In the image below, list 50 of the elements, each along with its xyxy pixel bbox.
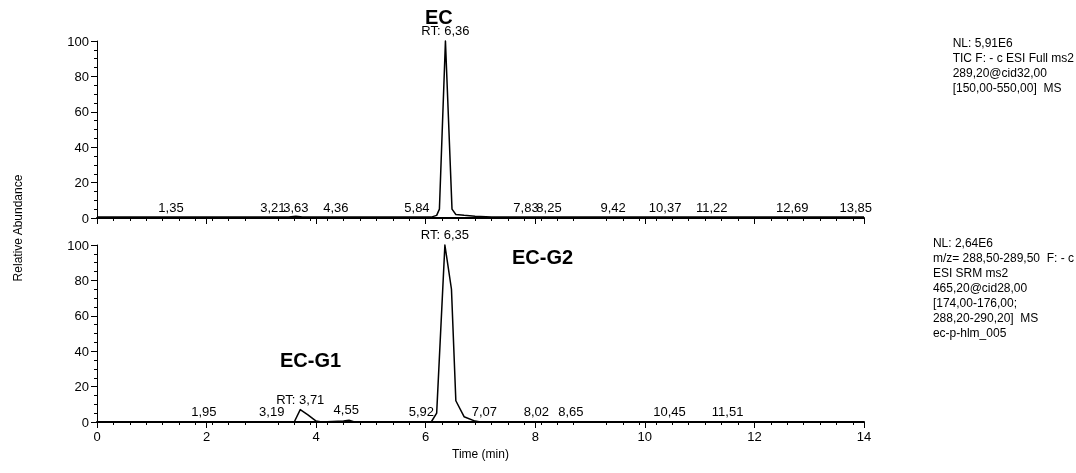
y-tick-label: 40	[74, 343, 89, 359]
annotation: EC-G2	[512, 246, 574, 268]
annotation: 11,51	[711, 404, 744, 419]
annotation: 7,07	[471, 404, 497, 419]
x-tick-label: 12	[747, 429, 762, 444]
x-tick-label: 0	[93, 429, 101, 444]
x-tick-label: 2	[202, 429, 211, 444]
y-tick-label: 60	[74, 308, 89, 324]
annotation: 10,45	[653, 404, 686, 419]
annotation: 5,92	[408, 404, 434, 419]
annotation: RT: 6,36	[421, 23, 470, 38]
x-tick-label: 14	[856, 429, 872, 444]
x-tick-label: 4	[312, 429, 320, 444]
annotation: 9,42	[600, 200, 626, 215]
annotation: 3,63	[283, 200, 309, 215]
annotation: 3,21	[260, 200, 286, 215]
annotation: 4,55	[333, 402, 359, 418]
annotation: RT: 6,35	[420, 227, 469, 242]
x-tick-label: 10	[637, 429, 653, 444]
y-tick-label: 60	[74, 104, 89, 120]
annotation: 1,35	[158, 200, 184, 215]
y-tick-label: 20	[74, 175, 89, 191]
annotation: 1,95	[191, 404, 217, 419]
y-tick-label: 80	[74, 272, 89, 288]
y-tick-label: 100	[67, 33, 89, 49]
y-tick-label: 20	[74, 379, 89, 395]
annotation: 10,37	[648, 200, 682, 215]
x-tick-label: 6	[422, 429, 430, 444]
y-axis-title: Relative Abundance	[11, 174, 25, 282]
x-axis-title: Time (min)	[452, 447, 509, 461]
annotation: 8,25	[536, 200, 562, 215]
annotation: EC-G1	[280, 349, 342, 371]
text: NL: 2,64E6 m/z= 288,50-289,50 F: - c ESI SRM ms2 465,20@cid28,00 [174,00-176,00; 288,20-290,20] MS ec-p-hlm_005	[932, 235, 1075, 340]
annotation: 8,65	[558, 404, 584, 419]
annotation: 12,69	[775, 200, 809, 215]
annotation: 11,22	[695, 200, 728, 215]
annotation: 13,85	[839, 200, 873, 215]
annotation: RT: 3,71	[276, 391, 325, 407]
annotation: 5,84	[404, 200, 430, 215]
y-tick-label: 0	[81, 414, 89, 430]
y-tick-label: 40	[74, 139, 89, 155]
y-tick-label: 0	[81, 210, 89, 226]
x-tick-label: 8	[531, 429, 539, 444]
annotation: 8,02	[523, 404, 550, 419]
y-tick-label: 80	[74, 68, 89, 84]
annotation: 4,36	[323, 200, 349, 215]
annotation: 7,83	[513, 200, 539, 215]
text: NL: 5,91E6 TIC F: - c ESI Full ms2 289,20@cid32,00 [150,00-550,00] MS	[952, 35, 1075, 95]
annotation: 3,19	[259, 404, 285, 419]
y-tick-label: 100	[67, 237, 89, 253]
